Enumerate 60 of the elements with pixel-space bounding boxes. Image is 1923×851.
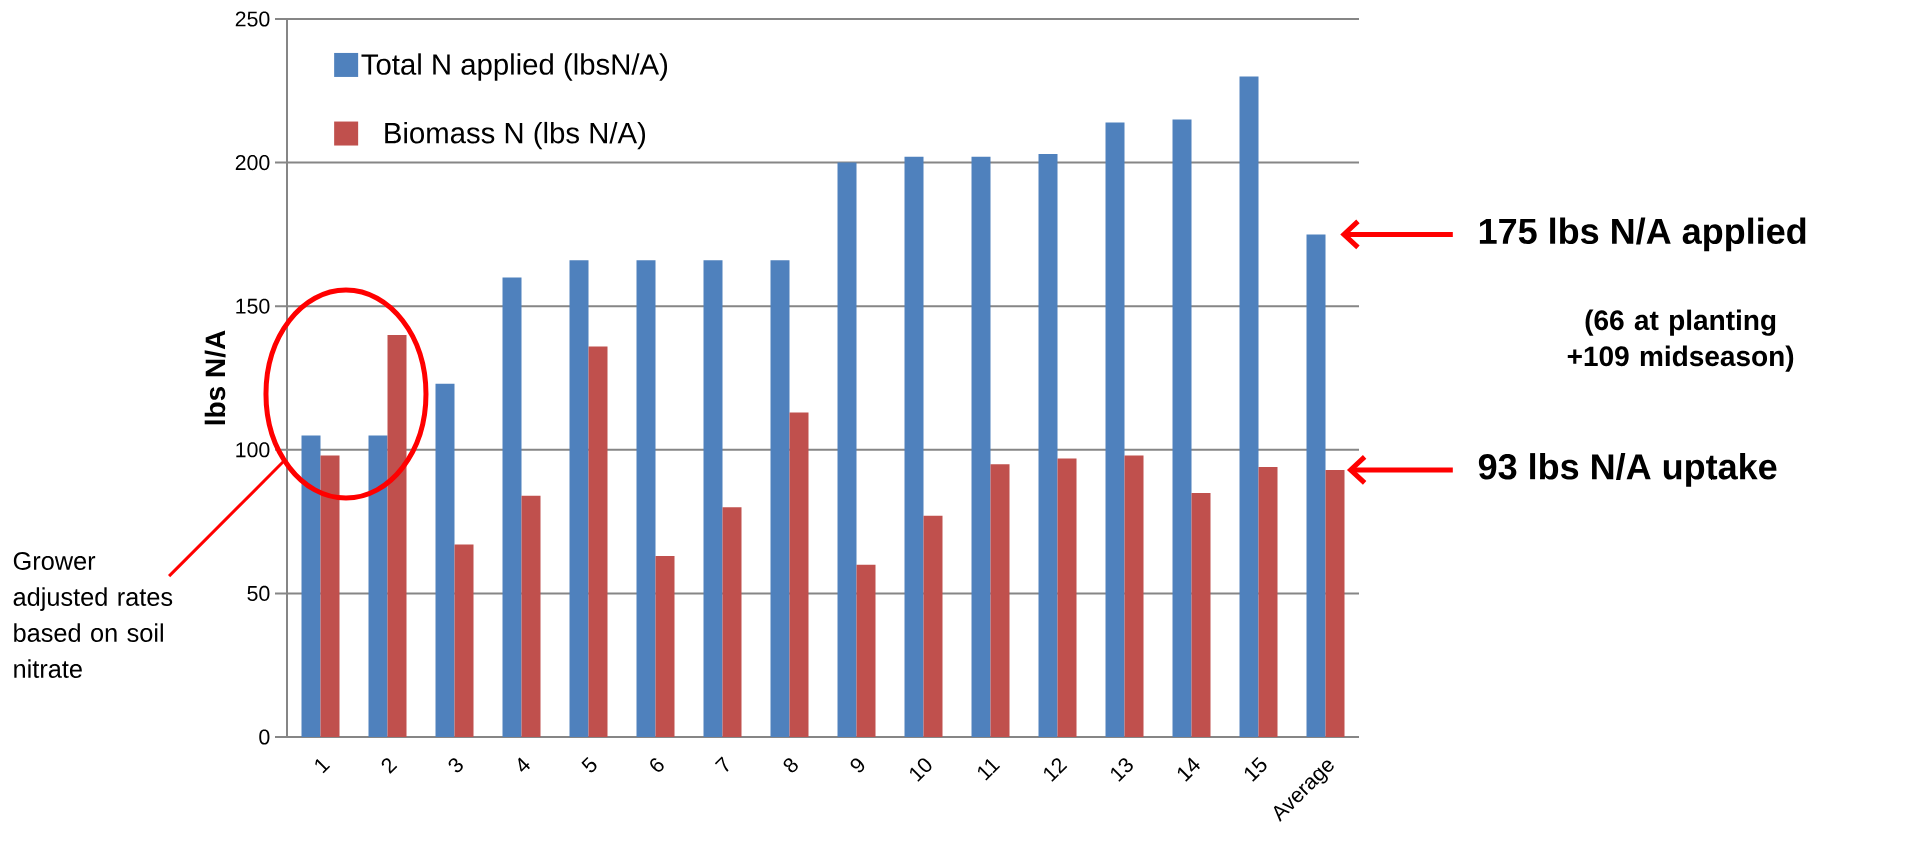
text: (66 at planting +109 midseason)	[1567, 309, 1794, 372]
bar	[1105, 122, 1125, 737]
x-tick-label: 9	[850, 758, 865, 773]
bar	[301, 435, 321, 737]
bar	[521, 495, 541, 737]
bar	[1258, 467, 1278, 737]
bar	[502, 277, 522, 737]
bar	[1239, 76, 1259, 737]
legend-label: Total N applied (lbsN/A)	[361, 53, 668, 81]
bar	[320, 455, 340, 737]
bar	[1124, 455, 1144, 737]
x-tick-label: 2	[381, 758, 398, 774]
bar	[387, 334, 407, 737]
text: 93 lbs N/A uptake	[1478, 453, 1777, 487]
bar	[990, 464, 1010, 737]
x-tick-label: 10	[910, 758, 932, 782]
bar	[636, 260, 656, 737]
y-axis-title: lbs N/A	[204, 330, 226, 425]
bar	[1172, 119, 1192, 737]
bar	[1191, 492, 1211, 737]
x-tick-label: 13	[1111, 758, 1133, 782]
x-tick-label: 6	[650, 758, 664, 772]
y-tick-label: 100	[236, 442, 270, 458]
x-tick-label: 8	[783, 758, 798, 773]
bar	[703, 260, 723, 737]
x-tick-label: 7	[714, 756, 729, 772]
bar	[655, 556, 675, 737]
x-tick-label: 15	[1244, 756, 1267, 782]
bar	[569, 260, 589, 737]
bar	[722, 507, 742, 737]
bar	[837, 162, 857, 737]
bar	[435, 383, 455, 737]
text: Grower adjusted rates based on soil nitrate	[13, 552, 173, 678]
bar	[1038, 153, 1058, 737]
x-tick-label: 14	[1177, 757, 1200, 782]
bar	[368, 435, 388, 737]
bar	[923, 515, 943, 737]
bar	[1325, 469, 1345, 737]
x-tick-label: 4	[518, 757, 530, 772]
bar	[1057, 458, 1077, 737]
x-tick-label: 12	[1044, 758, 1068, 782]
bar	[904, 156, 924, 737]
bar	[789, 412, 809, 737]
legend-label: Biomass N (lbs N/A)	[385, 121, 646, 150]
bar	[770, 260, 790, 737]
x-tick-label: 3	[448, 758, 463, 773]
y-tick-label: 50	[247, 585, 270, 601]
bar	[971, 156, 991, 737]
x-tick-label: 11	[977, 758, 1001, 781]
x-tick-label: 5	[581, 756, 597, 773]
y-tick-label: 0	[259, 729, 270, 745]
text: 175 lbs N/A applied	[1479, 217, 1806, 252]
bar	[856, 564, 876, 737]
y-tick-label: 250	[235, 11, 270, 27]
bar	[588, 346, 608, 737]
bar	[454, 544, 474, 737]
bar	[1306, 234, 1326, 737]
y-tick-label: 200	[235, 155, 270, 171]
y-tick-label: 150	[236, 298, 270, 314]
x-tick-label: 1	[315, 758, 331, 774]
